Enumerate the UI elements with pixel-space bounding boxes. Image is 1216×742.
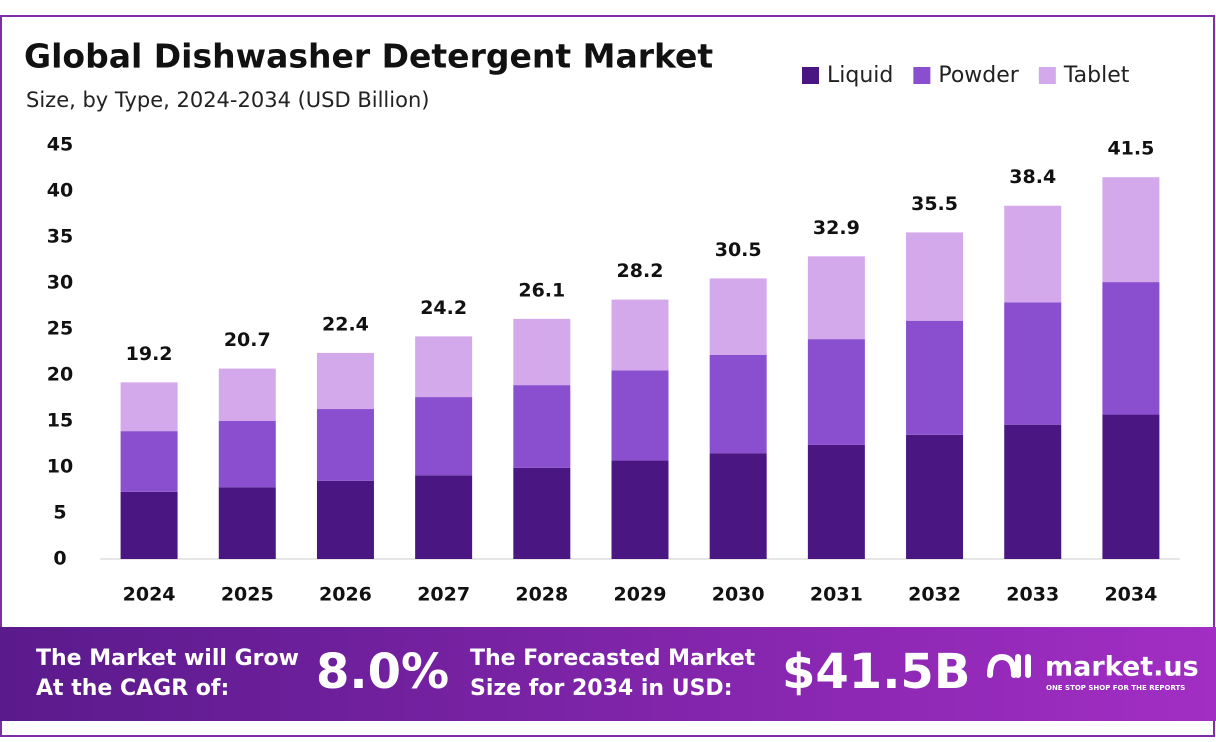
total-label: 28.2 [617, 260, 664, 282]
bar-segment [415, 475, 473, 559]
bar-segment [218, 421, 276, 488]
x-tick-label: 2029 [614, 584, 667, 606]
y-tick-label: 45 [47, 134, 73, 156]
bar-segment [1102, 282, 1160, 415]
y-tick-label: 5 [53, 502, 66, 524]
bar-segment [316, 352, 374, 410]
x-tick-label: 2033 [1006, 584, 1059, 606]
x-tick-label: 2024 [123, 584, 176, 606]
bar-segment [120, 431, 178, 492]
chart-title: Global Dishwasher Detergent Market [24, 37, 713, 76]
bar-segment [807, 444, 865, 559]
total-label: 35.5 [911, 193, 958, 215]
y-tick-label: 0 [53, 548, 66, 570]
legend-label: Liquid [827, 63, 893, 88]
bar-segment [906, 434, 964, 559]
bar-segment [709, 453, 767, 559]
bar-segment [120, 382, 178, 432]
bar-segment [415, 336, 473, 398]
chart-subtitle: Size, by Type, 2024-2034 (USD Billion) [26, 88, 429, 112]
x-tick-label: 2027 [417, 584, 470, 606]
bar-segment [1102, 177, 1160, 283]
bar-segment [709, 278, 767, 355]
total-label: 26.1 [518, 279, 565, 301]
x-tick-label: 2032 [908, 584, 961, 606]
bar-segment [1102, 414, 1160, 559]
legend-swatch [913, 67, 931, 84]
brand-tagline: ONE STOP SHOP FOR THE REPORTS [1046, 684, 1185, 692]
bar-segment [611, 460, 669, 559]
y-tick-label: 35 [47, 226, 73, 248]
bar-segment [415, 397, 473, 476]
bar-segment [611, 299, 669, 371]
brand-logo: market.us [1045, 652, 1199, 683]
bar-segment [513, 385, 571, 468]
bar-segment [1004, 424, 1062, 559]
bar-segment [513, 467, 571, 559]
bar-segment [218, 487, 276, 559]
total-label: 32.9 [813, 217, 860, 239]
x-tick-label: 2026 [319, 584, 372, 606]
x-tick-label: 2028 [515, 584, 568, 606]
x-tick-label: 2025 [221, 584, 274, 606]
legend-label: Powder [938, 63, 1019, 88]
total-label: 38.4 [1009, 166, 1056, 188]
y-tick-label: 15 [47, 410, 73, 432]
bar-segment [1004, 302, 1062, 425]
total-label: 41.5 [1107, 138, 1154, 160]
bar-segment [807, 339, 865, 445]
legend-label: Tablet [1063, 63, 1130, 88]
bar-segment [906, 232, 964, 321]
bar-segment [120, 491, 178, 559]
total-label: 30.5 [715, 239, 762, 261]
footer-text: The Forecasted Market Size for 2034 in US… [470, 646, 756, 701]
bar-segment [218, 368, 276, 421]
footer: The Market will Grow At the CAGR of: 8.0% T… [36, 644, 1199, 701]
bar-segment [316, 409, 374, 481]
x-tick-label: 2030 [712, 584, 765, 606]
total-label: 19.2 [126, 343, 173, 365]
y-tick-label: 20 [47, 364, 73, 386]
y-tick-label: 25 [47, 318, 73, 340]
legend-swatch [802, 67, 819, 84]
bar-segment [906, 320, 964, 435]
bar-segment [807, 256, 865, 340]
x-tick-label: 2034 [1104, 584, 1157, 606]
footer-band [0, 627, 1216, 721]
bar-segment [1004, 205, 1062, 303]
total-label: 22.4 [322, 313, 369, 335]
bar-segment [709, 354, 767, 454]
x-tick-label: 2031 [810, 584, 863, 606]
y-tick-label: 30 [47, 272, 73, 294]
y-tick-label: 40 [47, 180, 73, 202]
total-label: 24.2 [420, 297, 467, 319]
brand-icon [987, 653, 1031, 678]
total-label: 20.7 [224, 329, 271, 351]
bar-segment [513, 318, 571, 386]
footer-text: The Market will Grow At the CAGR of: [36, 646, 299, 701]
legend-swatch [1038, 67, 1056, 84]
bar-segment [611, 370, 669, 461]
y-tick-label: 10 [47, 456, 73, 478]
cagr-value: 8.0% [316, 644, 449, 700]
forecast-value: $41.5B [782, 644, 970, 700]
bar-segment [316, 480, 374, 559]
